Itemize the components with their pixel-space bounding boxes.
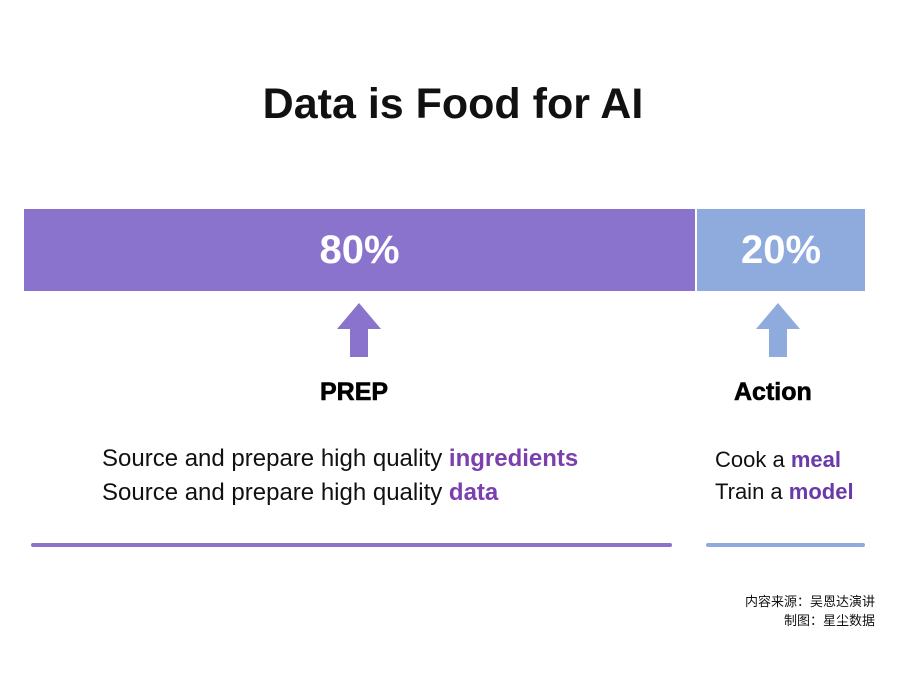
prep-line-1-highlight: ingredients: [449, 445, 578, 472]
prep-divider: [31, 543, 672, 547]
prep-share-bar: 80%: [24, 209, 695, 291]
prep-description-line-1: Source and prepare high quality ingredie…: [102, 442, 578, 476]
page-title: Data is Food for AI: [0, 80, 906, 129]
source-credit: 内容来源：吴恩达演讲: [745, 592, 875, 611]
prep-description-line-2: Source and prepare high quality data: [102, 476, 578, 510]
action-share-bar: 20%: [697, 209, 865, 291]
action-description-line-2: Train a model: [715, 476, 854, 508]
credits: 内容来源：吴恩达演讲 制图：星尘数据: [745, 592, 875, 630]
action-divider: [706, 543, 865, 547]
prep-label: PREP: [320, 378, 388, 407]
prep-up-arrow-icon: [337, 303, 381, 357]
action-description-line-1: Cook a meal: [715, 444, 854, 476]
action-line-2-text: Train a: [715, 479, 789, 504]
prep-line-1-text: Source and prepare high quality: [102, 445, 449, 472]
prep-percent-label: 80%: [319, 228, 399, 273]
chart-maker-credit: 制图：星尘数据: [745, 611, 875, 630]
action-percent-label: 20%: [741, 228, 821, 273]
action-line-2-highlight: model: [789, 479, 854, 504]
prep-line-2-highlight: data: [449, 479, 498, 506]
prep-description: Source and prepare high quality ingredie…: [102, 442, 578, 510]
action-line-1-text: Cook a: [715, 447, 791, 472]
action-line-1-highlight: meal: [791, 447, 841, 472]
action-up-arrow-icon: [756, 303, 800, 357]
prep-line-2-text: Source and prepare high quality: [102, 479, 449, 506]
action-description: Cook a meal Train a model: [715, 444, 854, 508]
action-label: Action: [734, 378, 812, 407]
